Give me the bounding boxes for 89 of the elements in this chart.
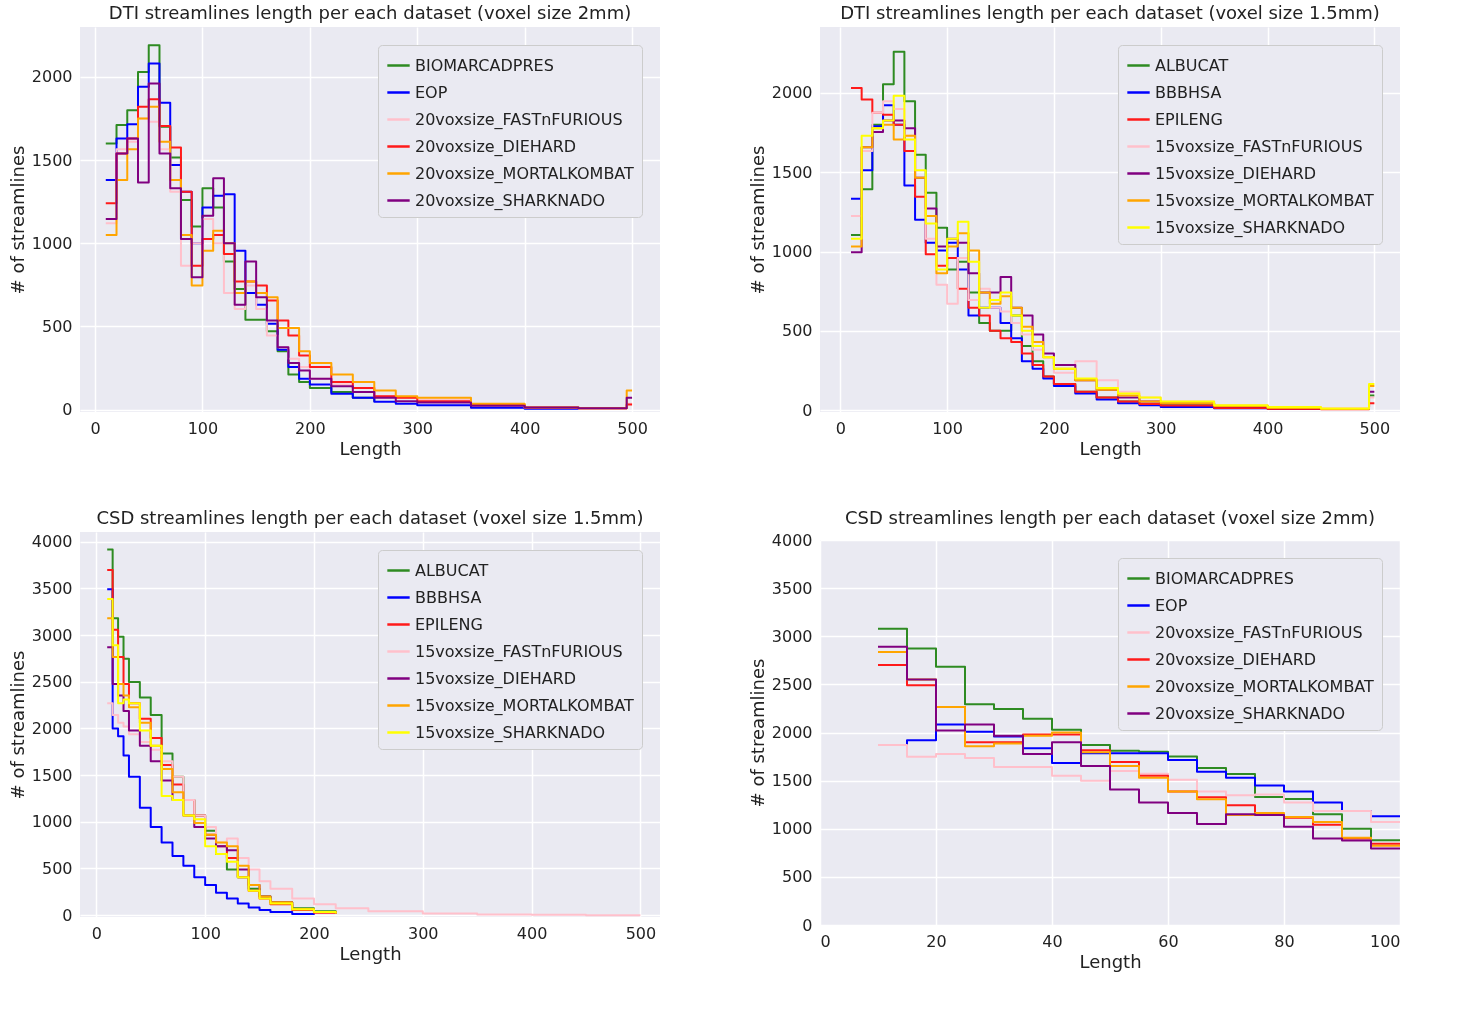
y-tick-label: 1500: [31, 150, 73, 170]
legend-label: 15voxsize_DIEHARD: [415, 668, 577, 689]
y-tick-label: 1000: [771, 819, 813, 839]
legend-label: 15voxsize_FASTnFURIOUS: [1155, 136, 1363, 157]
legend-label: EOP: [415, 82, 448, 102]
x-tick-label: 200: [299, 923, 330, 943]
y-axis-title: # of streamlines: [746, 658, 768, 808]
x-tick-label: 200: [1039, 418, 1070, 438]
x-tick-label: 300: [408, 923, 439, 943]
x-tick-label: 0: [835, 418, 846, 438]
x-tick-label: 0: [90, 418, 101, 438]
y-tick-label: 0: [802, 400, 813, 420]
x-axis-title: Length: [1079, 950, 1142, 972]
x-tick-label: 500: [617, 418, 648, 438]
y-tick-label: 1500: [771, 771, 813, 791]
y-tick-label: 2000: [31, 67, 73, 87]
y-tick-label: 4000: [771, 530, 813, 550]
x-axis-title: Length: [1079, 437, 1142, 459]
legend-label: ALBUCAT: [415, 560, 489, 580]
y-tick-label: 3500: [771, 578, 813, 598]
y-tick-label: 1000: [771, 242, 813, 262]
y-axis-title: # of streamlines: [746, 145, 768, 295]
x-axis-title: Length: [339, 942, 402, 964]
y-tick-label: 2500: [771, 674, 813, 694]
legend-label: BIOMARCADPRES: [415, 55, 554, 75]
x-tick-label: 80: [1274, 931, 1295, 951]
x-tick-label: 100: [190, 923, 221, 943]
legend-label: 20voxsize_FASTnFURIOUS: [1155, 622, 1363, 643]
legend-label: EPILENG: [1155, 109, 1223, 129]
legend-label: EOP: [1155, 595, 1188, 615]
x-tick-label: 400: [1252, 418, 1284, 438]
y-tick-label: 4000: [31, 532, 73, 552]
x-axis-title: Length: [339, 437, 402, 459]
y-tick-label: 1500: [771, 162, 813, 182]
legend-label: ALBUCAT: [1155, 55, 1229, 75]
y-tick-label: 3000: [31, 625, 73, 645]
legend-label: 15voxsize_FASTnFURIOUS: [415, 641, 623, 662]
legend-label: 20voxsize_DIEHARD: [1155, 649, 1317, 670]
x-tick-label: 100: [187, 418, 219, 438]
y-axis-title: # of streamlines: [6, 145, 28, 295]
x-tick-label: 60: [1158, 931, 1179, 951]
x-tick-label: 400: [509, 418, 541, 438]
y-tick-label: 0: [62, 905, 73, 925]
y-tick-label: 500: [41, 316, 73, 336]
legend-label: BBBHSA: [1155, 82, 1222, 102]
legend-label: 15voxsize_SHARKNADO: [1155, 217, 1346, 238]
legend-label: 15voxsize_SHARKNADO: [415, 722, 606, 743]
legend-label: 20voxsize_MORTALKOMBAT: [415, 163, 635, 184]
x-tick-label: 100: [932, 418, 963, 438]
y-tick-label: 500: [781, 321, 813, 341]
x-tick-label: 40: [1042, 931, 1063, 951]
y-tick-label: 500: [781, 867, 813, 887]
y-tick-label: 2000: [771, 83, 813, 103]
x-tick-label: 0: [820, 931, 831, 951]
y-tick-label: 2500: [31, 672, 73, 692]
x-tick-label: 500: [1359, 418, 1391, 438]
y-tick-label: 3000: [771, 626, 813, 646]
x-tick-label: 0: [91, 923, 102, 943]
x-tick-label: 100: [1369, 931, 1401, 951]
x-tick-label: 20: [926, 931, 947, 951]
legend-label: EPILENG: [415, 614, 483, 634]
y-tick-label: 3500: [31, 578, 73, 598]
chart-title: CSD streamlines length per each dataset (voxel size 2mm): [844, 507, 1376, 528]
x-tick-label: 500: [625, 923, 657, 943]
legend-label: 20voxsize_MORTALKOMBAT: [1155, 676, 1375, 697]
y-tick-label: 1000: [31, 812, 73, 832]
x-tick-label: 300: [1145, 418, 1177, 438]
legend-label: 15voxsize_MORTALKOMBAT: [415, 695, 635, 716]
legend-label: 20voxsize_FASTnFURIOUS: [415, 109, 623, 130]
legend-label: BIOMARCADPRES: [1155, 568, 1294, 588]
y-tick-label: 2000: [31, 718, 73, 738]
y-tick-label: 1500: [31, 765, 73, 785]
chart-title: DTI streamlines length per each dataset (voxel size 1.5mm): [840, 2, 1380, 23]
x-tick-label: 200: [295, 418, 326, 438]
x-tick-label: 300: [402, 418, 434, 438]
legend-label: 20voxsize_DIEHARD: [415, 136, 577, 157]
x-tick-label: 400: [516, 923, 548, 943]
y-tick-label: 1000: [31, 233, 73, 253]
legend-label: 20voxsize_SHARKNADO: [1155, 703, 1346, 724]
y-axis-title: # of streamlines: [6, 650, 28, 800]
legend-label: BBBHSA: [415, 587, 482, 607]
chart-title: CSD streamlines length per each dataset (voxel size 1.5mm): [96, 507, 644, 528]
legend-label: 15voxsize_DIEHARD: [1155, 163, 1317, 184]
y-tick-label: 500: [41, 858, 73, 878]
y-tick-label: 2000: [771, 723, 813, 742]
legend-label: 15voxsize_MORTALKOMBAT: [1155, 190, 1375, 211]
legend-label: 20voxsize_SHARKNADO: [415, 190, 606, 211]
y-tick-label: 0: [62, 400, 73, 420]
chart-title: DTI streamlines length per each dataset (voxel size 2mm): [108, 2, 632, 23]
